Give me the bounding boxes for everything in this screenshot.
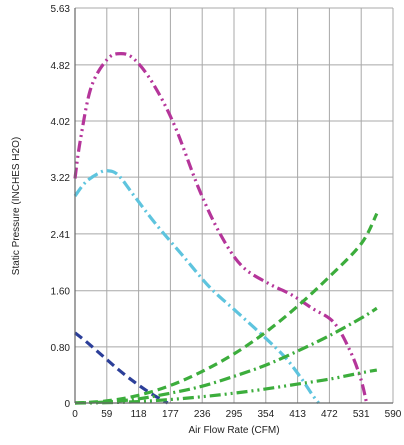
y-axis-label: Static Pressure (INCHES H2O) — [11, 137, 22, 275]
y-tick-label: 4.82 — [51, 61, 71, 72]
x-tick-label: 118 — [131, 409, 147, 420]
y-tick-labels: 0 0.80 1.60 2.41 3.22 4.02 4.82 5.63 — [51, 4, 71, 410]
x-tick-label: 177 — [162, 409, 179, 420]
x-tick-label: 295 — [226, 409, 243, 420]
y-tick-label: 0.80 — [51, 343, 71, 354]
x-tick-label: 236 — [194, 409, 211, 420]
x-tick-label: 0 — [72, 409, 78, 420]
y-tick-label: 2.41 — [51, 230, 71, 241]
y-tick-label: 5.63 — [51, 4, 71, 15]
x-tick-label: 354 — [257, 409, 274, 420]
y-tick-label: 4.02 — [51, 117, 71, 128]
x-tick-label: 590 — [385, 409, 402, 420]
series-line-2 — [73, 169, 320, 404]
axes — [74, 8, 393, 404]
y-tick-label: 0 — [64, 399, 70, 410]
series-line-6 — [74, 368, 378, 405]
x-tick-label: 413 — [289, 409, 306, 420]
x-tick-labels: 0 59 118 177 236 295 354 413 472 531 590 — [72, 409, 402, 420]
series-line-3 — [74, 331, 169, 405]
y-tick-label: 3.22 — [51, 173, 71, 184]
x-tick-label: 59 — [101, 409, 113, 420]
y-tick-label: 1.60 — [51, 287, 71, 298]
x-axis-label: Air Flow Rate (CFM) — [188, 425, 279, 436]
x-tick-label: 472 — [321, 409, 338, 420]
x-tick-label: 531 — [353, 409, 370, 420]
grid-lines — [74, 7, 394, 404]
series-line-1 — [73, 51, 369, 404]
series-line-5 — [74, 306, 378, 405]
series-line-4 — [74, 212, 379, 405]
series-lines — [73, 51, 379, 405]
